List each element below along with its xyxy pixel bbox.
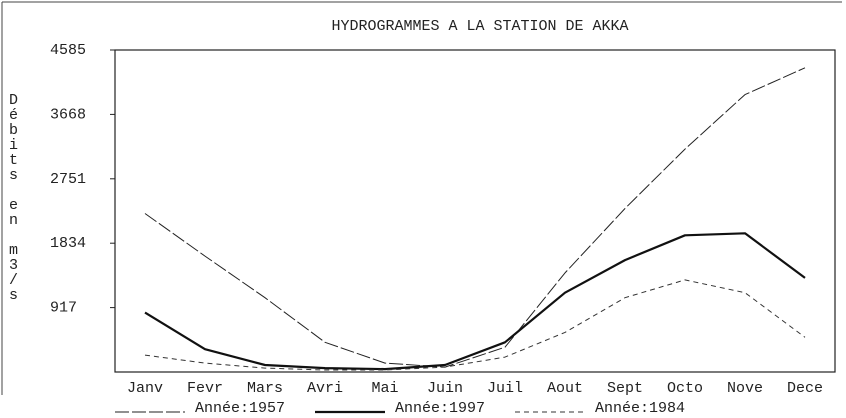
x-tick-label: Aout: [547, 380, 583, 397]
chart-title: HYDROGRAMMES A LA STATION DE AKKA: [331, 18, 628, 35]
series-line: [144, 232, 806, 371]
x-tick-label: Sept: [607, 380, 643, 397]
x-tick-label: Janv: [127, 380, 163, 397]
series-line: [144, 67, 806, 368]
x-tick-label: Mars: [247, 380, 283, 397]
series-line: [144, 279, 806, 371]
legend-label: Année:1957: [195, 400, 285, 417]
x-tick-label: Mai: [371, 380, 398, 397]
legend-label: Année:1984: [595, 400, 685, 417]
plot-area: [114, 49, 836, 373]
y-tick-label: 2751: [50, 171, 86, 188]
x-tick-label: Octo: [667, 380, 703, 397]
x-tick-label: Fevr: [187, 380, 223, 397]
legend-label: Année:1997: [395, 400, 485, 417]
x-tick-label: Nove: [727, 380, 763, 397]
y-tick-label: 917: [50, 300, 77, 317]
x-tick-label: Dece: [787, 380, 823, 397]
x-tick-label: Avri: [307, 380, 343, 397]
y-axis-label: Débits en m3/s: [5, 92, 22, 302]
x-tick-label: Juil: [487, 380, 523, 397]
y-tick-label: 4585: [50, 42, 86, 59]
y-tick-label: 1834: [50, 235, 86, 252]
y-tick-label: 3668: [50, 106, 86, 123]
x-tick-label: Juin: [427, 380, 463, 397]
